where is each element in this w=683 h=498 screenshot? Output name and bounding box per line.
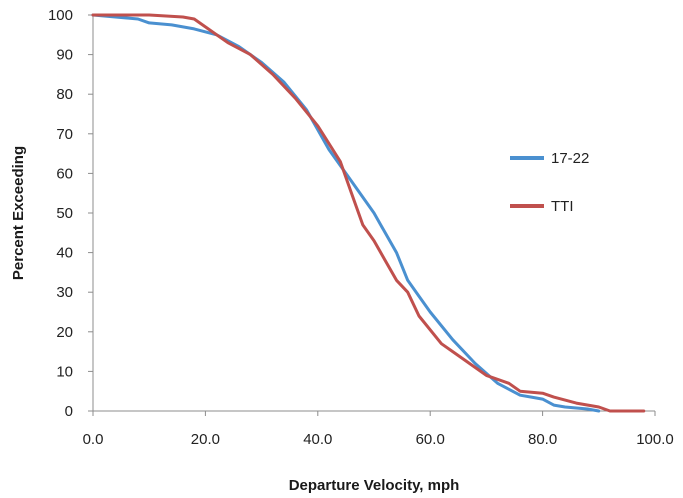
x-axis-ticks: 0.0 20.0 40.0 60.0 80.0 100.0 bbox=[83, 411, 674, 448]
y-tick-label: 70 bbox=[56, 126, 73, 143]
y-tick-label: 40 bbox=[56, 245, 73, 262]
y-tick-label: 10 bbox=[56, 363, 73, 380]
x-tick-label: 40.0 bbox=[303, 431, 332, 448]
x-tick-label: 20.0 bbox=[191, 431, 220, 448]
y-tick-label: 90 bbox=[56, 47, 73, 64]
series-line-17-22 bbox=[91, 13, 601, 413]
y-tick-label: 60 bbox=[56, 165, 73, 182]
legend-label-tti: TTI bbox=[551, 198, 574, 215]
y-axis-title: Percent Exceeding bbox=[10, 146, 27, 280]
y-axis-ticks: 0 10 20 30 40 50 60 70 80 90 100 bbox=[48, 7, 93, 420]
y-tick-label: 20 bbox=[56, 324, 73, 341]
legend: 17-22 TTI bbox=[510, 150, 589, 215]
x-axis-title: Departure Velocity, mph bbox=[289, 477, 460, 494]
x-tick-label: 80.0 bbox=[528, 431, 557, 448]
x-tick-label: 60.0 bbox=[416, 431, 445, 448]
series-line-tti bbox=[91, 13, 646, 413]
y-tick-label: 100 bbox=[48, 7, 73, 24]
series-lines bbox=[91, 13, 646, 413]
legend-label-17-22: 17-22 bbox=[551, 150, 589, 167]
y-tick-label: 30 bbox=[56, 284, 73, 301]
y-tick-label: 80 bbox=[56, 86, 73, 103]
x-tick-label: 0.0 bbox=[83, 431, 104, 448]
y-tick-label: 50 bbox=[56, 205, 73, 222]
x-tick-label: 100.0 bbox=[636, 431, 674, 448]
y-tick-label: 0 bbox=[65, 403, 73, 420]
axes: 0.0 20.0 40.0 60.0 80.0 100.0 0 10 20 30 40 50 60 70… bbox=[48, 7, 674, 448]
